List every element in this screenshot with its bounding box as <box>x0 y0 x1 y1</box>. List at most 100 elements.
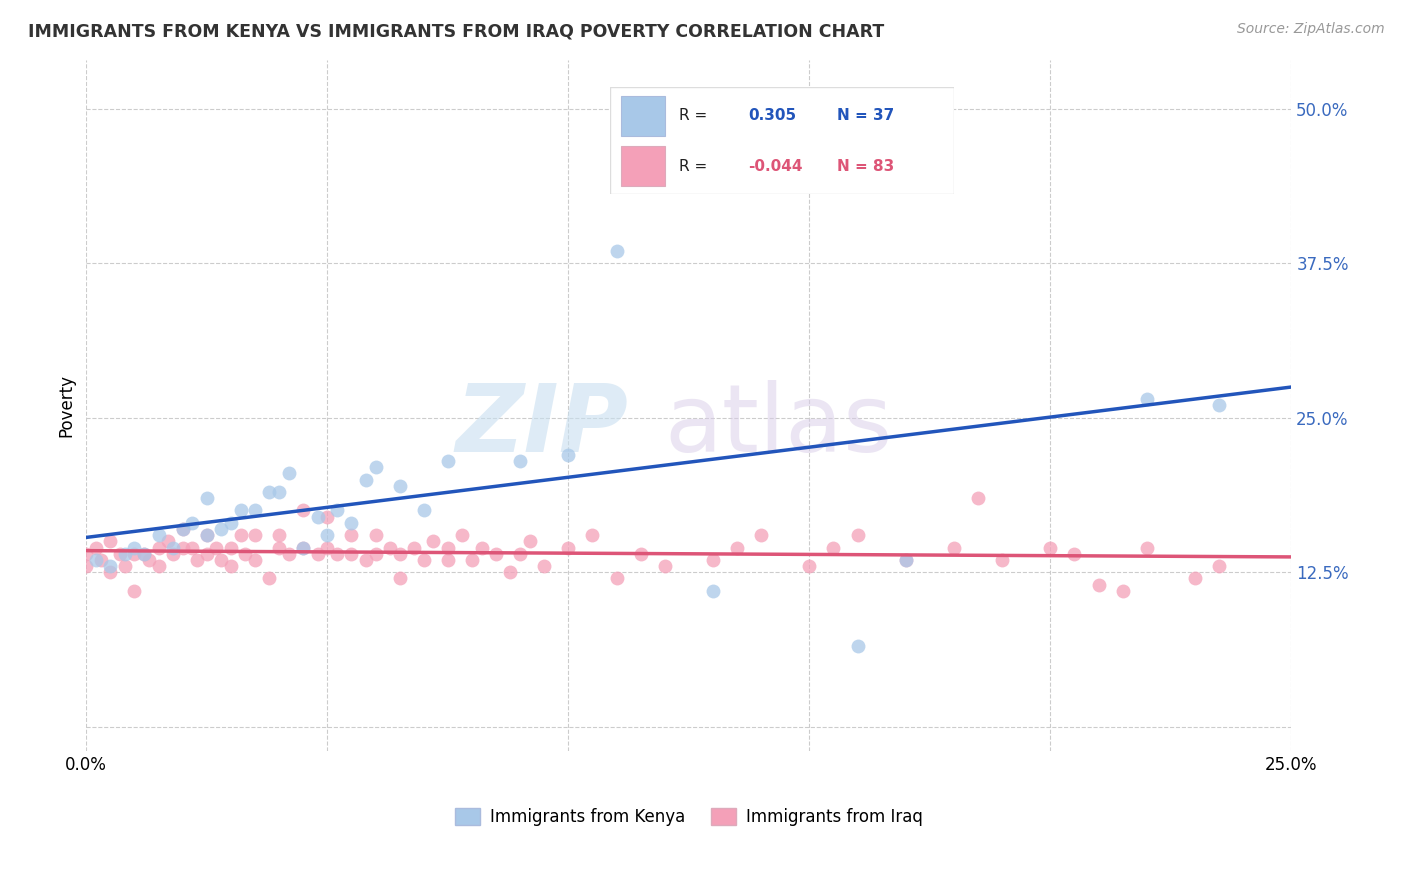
Point <box>205 541 228 555</box>
Point <box>209 553 232 567</box>
Point <box>195 547 218 561</box>
Point <box>157 534 180 549</box>
Point <box>134 547 156 561</box>
Point <box>605 244 627 258</box>
Point <box>316 541 339 555</box>
Y-axis label: Poverty: Poverty <box>58 374 75 437</box>
Point <box>354 553 377 567</box>
Text: IMMIGRANTS FROM KENYA VS IMMIGRANTS FROM IRAQ POVERTY CORRELATION CHART: IMMIGRANTS FROM KENYA VS IMMIGRANTS FROM… <box>28 22 884 40</box>
Point <box>1208 559 1230 574</box>
Point <box>307 547 329 561</box>
Point <box>75 547 97 561</box>
Point <box>1136 541 1159 555</box>
Point <box>148 528 170 542</box>
Point <box>402 541 425 555</box>
Point <box>84 541 107 555</box>
Point <box>316 528 339 542</box>
Point <box>519 534 541 549</box>
Point <box>725 541 748 555</box>
Point <box>326 547 349 561</box>
Point <box>100 566 122 580</box>
Point <box>894 553 917 567</box>
Point <box>75 559 97 574</box>
Point <box>340 547 363 561</box>
Point <box>259 485 281 500</box>
Point <box>100 559 122 574</box>
Point <box>499 566 522 580</box>
Point <box>942 541 965 555</box>
Point <box>229 503 252 517</box>
Point <box>436 541 458 555</box>
Point <box>605 571 627 585</box>
Point <box>749 528 772 542</box>
Point <box>436 553 458 567</box>
Point <box>509 547 531 561</box>
Point <box>172 522 194 536</box>
Point <box>364 547 387 561</box>
Point <box>533 559 555 574</box>
Text: Source: ZipAtlas.com: Source: ZipAtlas.com <box>1237 22 1385 37</box>
Point <box>148 559 170 574</box>
Point <box>162 541 184 555</box>
Point <box>181 516 204 530</box>
Point <box>1063 547 1085 561</box>
Point <box>124 541 146 555</box>
Point <box>277 467 299 481</box>
Point <box>823 176 845 190</box>
Point <box>186 553 208 567</box>
Point <box>277 547 299 561</box>
Point <box>581 528 603 542</box>
Point <box>1087 577 1109 591</box>
Point <box>90 553 112 567</box>
Point <box>269 485 291 500</box>
Text: ZIP: ZIP <box>456 380 628 472</box>
Point <box>148 541 170 555</box>
Point <box>195 528 218 542</box>
Point <box>195 528 218 542</box>
Point <box>162 547 184 561</box>
Point <box>557 541 579 555</box>
Point <box>1184 571 1206 585</box>
Point <box>470 541 492 555</box>
Point <box>292 503 315 517</box>
Point <box>799 559 821 574</box>
Point <box>388 571 411 585</box>
Point <box>412 553 434 567</box>
Point <box>654 559 676 574</box>
Point <box>326 503 349 517</box>
Point <box>630 547 652 561</box>
Point <box>307 509 329 524</box>
Point <box>124 547 146 561</box>
Point <box>229 528 252 542</box>
Point <box>364 528 387 542</box>
Point <box>114 547 136 561</box>
Point <box>894 553 917 567</box>
Point <box>209 522 232 536</box>
Point <box>84 553 107 567</box>
Point <box>100 534 122 549</box>
Point <box>340 516 363 530</box>
Point <box>991 553 1014 567</box>
Point <box>243 553 266 567</box>
Text: atlas: atlas <box>665 380 893 472</box>
Point <box>195 491 218 505</box>
Point <box>354 473 377 487</box>
Point <box>124 583 146 598</box>
Point <box>509 454 531 468</box>
Point <box>235 547 257 561</box>
Point <box>340 528 363 542</box>
Point <box>172 541 194 555</box>
Point <box>702 583 724 598</box>
Point <box>138 553 160 567</box>
Point <box>172 522 194 536</box>
Point <box>1136 392 1159 407</box>
Point <box>219 559 242 574</box>
Point <box>1111 583 1133 598</box>
Point <box>243 503 266 517</box>
Point <box>846 640 869 654</box>
Point <box>702 553 724 567</box>
Point <box>461 553 484 567</box>
Point <box>269 528 291 542</box>
Point <box>412 503 434 517</box>
Point <box>388 547 411 561</box>
